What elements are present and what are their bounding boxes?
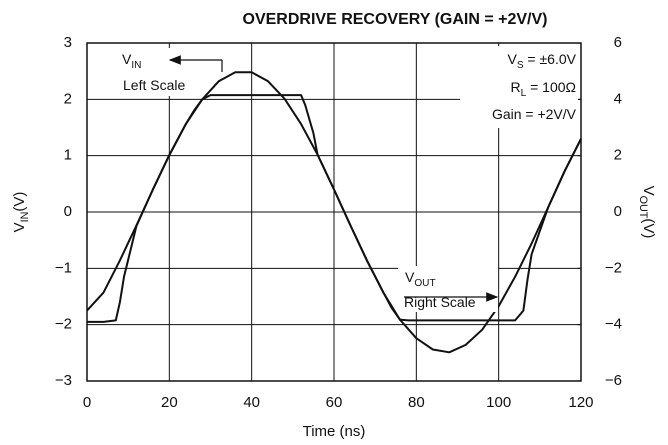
annotation-main: V — [405, 269, 415, 285]
x-axis-label: Time (ns) — [303, 423, 366, 440]
annotation: Gain = +2V/V — [492, 106, 577, 122]
x-tick-label: 120 — [568, 394, 593, 411]
annotation-main: R — [510, 79, 520, 95]
x-tick-label: 20 — [161, 394, 178, 411]
y-axis-label-sub: IN — [19, 212, 31, 223]
y-tick-label: −3 — [55, 372, 72, 389]
annotation-main: Right Scale — [404, 294, 476, 310]
y2-tick-label: 6 — [614, 34, 622, 51]
y-tick-label: 0 — [64, 203, 72, 220]
annotation-sub: S — [517, 60, 524, 71]
annotation: VOUT — [405, 269, 436, 289]
x-tick-label: 0 — [83, 394, 91, 411]
annotation-rest: = ±6.0V — [524, 51, 577, 67]
y-tick-label: 2 — [64, 90, 72, 107]
x-tick-label: 60 — [326, 394, 343, 411]
annotation-sub: L — [521, 88, 527, 99]
annotation-main: Left Scale — [123, 77, 185, 93]
y2-tick-label: 0 — [614, 203, 622, 220]
y-tick-label: 1 — [64, 147, 72, 164]
annotation: VS = ±6.0V — [507, 51, 576, 71]
x-tick-label: 40 — [243, 394, 260, 411]
y2-axis-label: VOUT(V) — [637, 186, 657, 239]
annotation-box — [398, 266, 498, 312]
y-axis-label: VIN(V) — [11, 192, 31, 233]
y2-axis-label-sub: OUT — [637, 196, 649, 219]
y-axis-label-main: V — [11, 222, 28, 232]
y2-tick-label: −6 — [605, 372, 622, 389]
y2-axis-label-main: V — [640, 186, 657, 196]
y2-tick-label: 4 — [614, 90, 622, 107]
annotation: Right Scale — [404, 294, 476, 310]
annotation-main: V — [507, 51, 517, 67]
annotation-box — [118, 48, 178, 96]
y2-tick-label: −4 — [605, 316, 622, 333]
series-line — [87, 94, 582, 323]
annotation-rest: = 100Ω — [526, 79, 576, 95]
annotation-main: V — [122, 51, 132, 67]
y2-tick-label: 2 — [614, 147, 622, 164]
annotation: Left Scale — [123, 77, 185, 93]
chart-title: OVERDRIVE RECOVERY (GAIN = +2V/V) — [243, 11, 548, 28]
y-tick-label: −2 — [55, 316, 72, 333]
y2-tick-label: −2 — [605, 259, 622, 276]
y-tick-label: 3 — [64, 34, 72, 51]
y-tick-label: −1 — [55, 259, 72, 276]
annotation-main: Gain = +2V/V — [492, 106, 577, 122]
annotation-sub: OUT — [414, 278, 435, 289]
y-axis-label-rest: (V) — [11, 192, 28, 212]
x-tick-label: 80 — [408, 394, 425, 411]
x-tick-label: 100 — [486, 394, 511, 411]
annotation: VIN — [122, 51, 141, 71]
annotation-sub: IN — [131, 60, 141, 71]
annotation: RL = 100Ω — [510, 79, 576, 99]
annotation-box — [460, 46, 578, 128]
y2-axis-label-rest: (V) — [640, 218, 657, 238]
